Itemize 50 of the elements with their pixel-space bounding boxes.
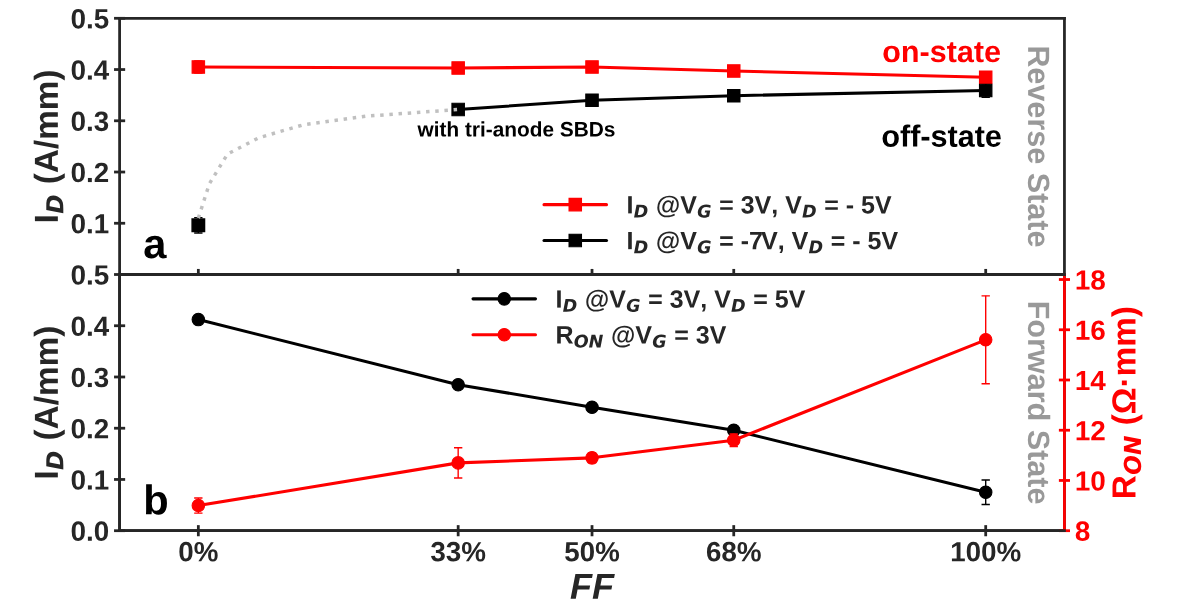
- y-tick-label: 0.1: [71, 470, 109, 490]
- y-axis-title: I$_{D}$ (A/mm): [33, 71, 65, 222]
- annotation: on-state: [883, 42, 1000, 63]
- point: [451, 456, 465, 470]
- point: [978, 70, 993, 84]
- y-axis-title: I$_{D}$ (A/mm): [33, 327, 65, 478]
- point: [451, 102, 465, 117]
- y-tick-label: 0.4: [71, 316, 110, 337]
- x-tick-label: 68%: [706, 541, 761, 562]
- x-tick-label: 50%: [565, 541, 620, 562]
- legend-label: R$_{ON}$ @V$_{G}$ = 3V: [557, 325, 727, 348]
- legend-label: I$_{D}$ @V$_{G}$ = 3V, V$_{D}$ = - 5V: [628, 195, 892, 218]
- x-axis-title: FF: [570, 573, 615, 599]
- legend-label: I$_{D}$ @V$_{G}$ = -7V, V$_{D}$ = - 5V: [628, 231, 898, 254]
- y-tick-label: 0.3: [71, 367, 109, 388]
- y-tick-label: 0.5: [71, 8, 109, 29]
- y2-tick-label: 16: [1076, 320, 1105, 341]
- annotation: with tri-anode SBDs: [417, 121, 615, 137]
- annotation: Forward State: [1027, 302, 1051, 504]
- y-tick-label: 0.2: [71, 162, 109, 183]
- y-tick-label: 0.3: [71, 111, 109, 132]
- y-tick-label: 0.5: [71, 265, 109, 285]
- point: [451, 61, 465, 75]
- y2-axis-title: R$_{ON}$ (Ω·mm): [1111, 307, 1143, 498]
- point: [451, 377, 465, 392]
- point: [585, 400, 599, 414]
- point: [191, 312, 206, 327]
- y-tick-label: 0.0: [71, 521, 109, 542]
- y-tick-label: 0.1: [71, 213, 109, 234]
- annotation: b: [145, 484, 167, 515]
- annotation: off-state: [882, 124, 1001, 147]
- annotation: Reverse State: [1027, 47, 1050, 247]
- point: [585, 60, 599, 74]
- x-tick-label: 0%: [179, 541, 218, 562]
- y2-tick-label: 12: [1076, 420, 1105, 441]
- point: [585, 93, 599, 108]
- point: [978, 333, 993, 347]
- annotation: a: [144, 235, 167, 259]
- y2-tick-label: 18: [1076, 270, 1105, 290]
- y-tick-label: 0.4: [71, 60, 110, 80]
- y2-tick-label: 14: [1076, 370, 1106, 391]
- point: [726, 64, 741, 78]
- x-tick-label: 33%: [431, 541, 486, 562]
- y2-tick-label: 8: [1075, 521, 1090, 542]
- y-tick-label: 0.2: [71, 418, 109, 439]
- y2-tick-label: 10: [1076, 471, 1105, 491]
- legend-label: I$_{D}$ @V$_{G}$ = 3V, V$_{D}$ = 5V: [557, 289, 806, 312]
- point: [726, 88, 741, 103]
- point: [978, 485, 993, 500]
- x-tick-label: 100%: [951, 541, 1021, 562]
